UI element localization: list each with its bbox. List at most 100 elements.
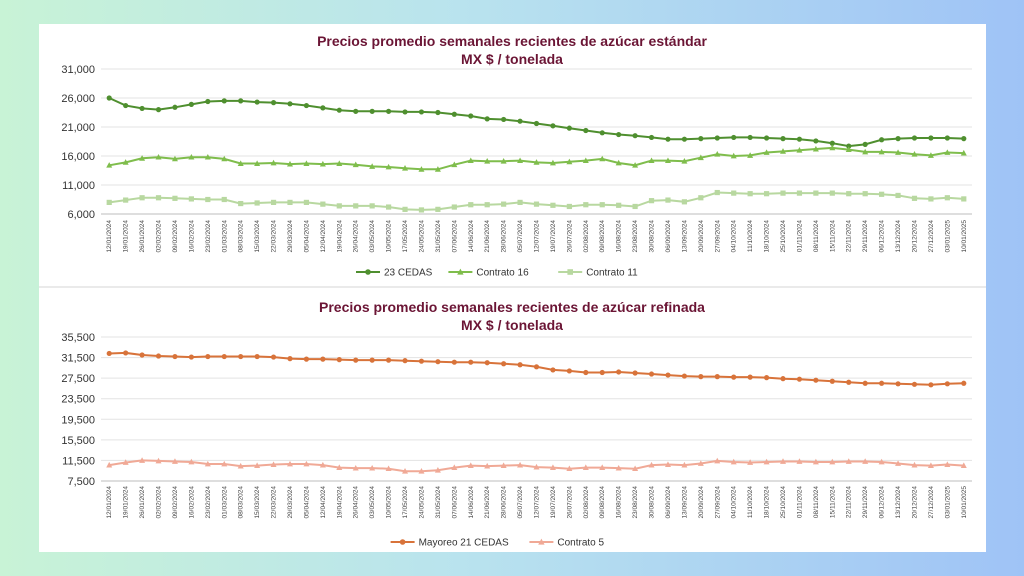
data-point (665, 372, 671, 378)
data-point (123, 350, 129, 356)
data-point (155, 195, 162, 201)
x-tick-label: 24/05/2024 (418, 486, 425, 519)
x-tick-label: 12/01/2024 (106, 486, 113, 519)
data-point (369, 464, 376, 471)
data-point (911, 151, 918, 157)
x-tick-label: 29/03/2024 (287, 486, 294, 519)
legend-label: Contrato 5 (557, 538, 604, 549)
data-point (221, 98, 227, 104)
data-point (501, 116, 507, 123)
data-point (270, 100, 277, 106)
data-point (435, 359, 441, 365)
data-point (878, 458, 885, 465)
chart-subtitle: MX $ / tonelada (461, 51, 563, 67)
x-tick-label: 20/12/2024 (911, 486, 918, 519)
x-tick-label: 20/09/2024 (698, 486, 705, 519)
x-tick-label: 25/10/2024 (780, 220, 787, 253)
legend-label: Mayoreo 21 CEDAS (419, 538, 509, 549)
data-point (812, 145, 819, 152)
data-point (369, 357, 375, 363)
x-tick-label: 08/11/2024 (813, 220, 820, 252)
data-point (829, 144, 836, 151)
x-tick-label: 11/10/2024 (747, 486, 754, 518)
data-point (780, 148, 787, 154)
data-point (172, 195, 178, 201)
x-tick-label: 25/10/2024 (780, 486, 787, 519)
data-point (468, 202, 474, 208)
data-point (435, 109, 441, 116)
chart-title: Precios promedio semanales recientes de … (319, 299, 705, 315)
data-point (697, 154, 704, 161)
data-point (566, 158, 573, 165)
data-point (648, 157, 655, 164)
data-point (960, 462, 967, 468)
x-tick-label: 16/02/2024 (188, 220, 195, 253)
x-tick-label: 10/01/2025 (961, 220, 968, 253)
x-tick-label: 10/05/2024 (386, 220, 393, 253)
data-point (599, 369, 605, 376)
data-point (862, 148, 869, 155)
y-tick-label: 7,500 (67, 476, 95, 488)
data-point (533, 463, 540, 470)
data-point (780, 136, 786, 142)
data-point (319, 160, 326, 167)
data-point (336, 107, 342, 113)
x-tick-label: 01/03/2024 (221, 486, 228, 519)
data-point (468, 359, 474, 365)
data-point (747, 374, 753, 380)
x-tick-label: 31/05/2024 (435, 486, 442, 519)
data-point (895, 460, 902, 466)
data-point (681, 461, 688, 468)
data-point (698, 136, 704, 142)
data-point (451, 359, 457, 365)
data-point (862, 458, 869, 464)
x-tick-label: 28/06/2024 (501, 486, 508, 519)
data-point (402, 358, 408, 364)
data-point (632, 133, 638, 139)
x-tick-label: 15/11/2024 (829, 486, 836, 518)
data-point (188, 196, 194, 202)
x-tick-label: 22/11/2024 (846, 486, 853, 518)
x-tick-label: 13/09/2024 (681, 486, 688, 519)
data-point (582, 464, 589, 471)
x-tick-label: 15/03/2024 (254, 220, 261, 253)
data-point (632, 203, 638, 210)
data-point (451, 161, 458, 168)
data-point (418, 207, 425, 213)
data-point (681, 136, 688, 142)
data-point (155, 107, 162, 113)
data-point (681, 158, 688, 164)
legend-marker (365, 269, 371, 275)
data-point (353, 108, 359, 114)
data-point (418, 166, 425, 172)
x-tick-label: 11/10/2024 (747, 220, 754, 252)
data-point (632, 465, 639, 472)
x-tick-label: 22/03/2024 (271, 220, 278, 253)
data-point (402, 109, 408, 115)
data-point (369, 163, 376, 169)
plot-area: 7,500 11,500 15,500 19,500 23,500 27,500 31,50… (61, 332, 972, 549)
charts-svg: Precios promedio semanales recientes de … (39, 33, 986, 549)
x-tick-label: 16/02/2024 (188, 486, 195, 519)
data-point (648, 371, 655, 377)
data-point (237, 160, 244, 166)
data-point (533, 120, 540, 127)
x-tick-label: 09/08/2024 (599, 486, 606, 519)
data-point (501, 361, 507, 367)
data-point (928, 382, 934, 388)
data-point (188, 153, 195, 160)
legend: Mayoreo 21 CEDAS Contrato 5 (390, 538, 605, 549)
data-point (533, 201, 540, 207)
data-point (468, 113, 474, 119)
chart-panel: Precios promedio semanales recientes de … (39, 24, 986, 552)
data-point (451, 111, 457, 117)
data-point (763, 458, 770, 465)
data-point (123, 102, 129, 109)
x-tick-label: 07/06/2024 (451, 220, 458, 253)
series-line (109, 146, 964, 171)
x-tick-label: 26/07/2024 (566, 486, 573, 519)
x-tick-label: 06/09/2024 (665, 220, 672, 253)
data-point (287, 356, 293, 362)
data-point (188, 458, 195, 465)
data-point (320, 105, 326, 111)
